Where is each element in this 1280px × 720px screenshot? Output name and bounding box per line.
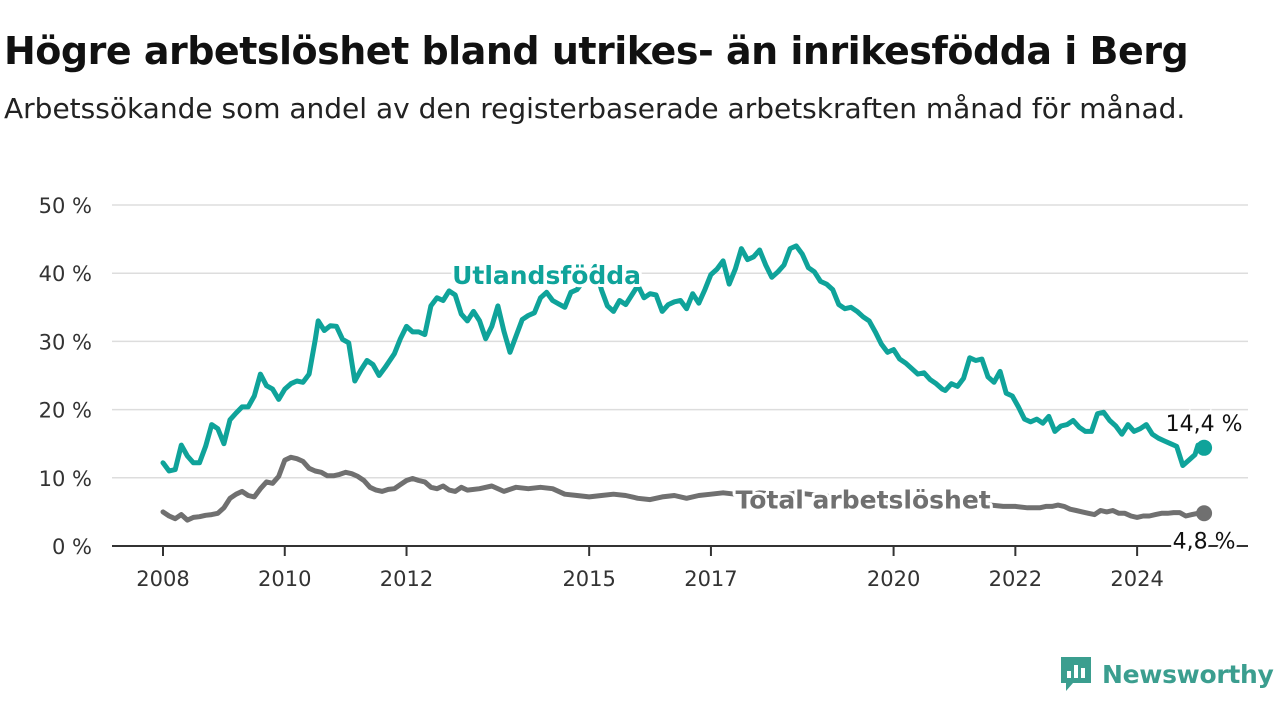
x-tick-label: 2015 xyxy=(562,567,615,591)
chart-subtitle: Arbetssökande som andel av den registerb… xyxy=(4,92,1186,125)
end-value-label-utlandsfodda: 14,4 % xyxy=(1166,412,1243,437)
newsworthy-brand: Newsworthy xyxy=(1058,654,1274,694)
end-value-label-total: 4,8 % xyxy=(1173,529,1236,554)
x-tick-label: 2008 xyxy=(136,567,189,591)
chart-title: Högre arbetslöshet bland utrikes- än inr… xyxy=(4,29,1189,73)
x-tick-label: 2020 xyxy=(867,567,920,591)
y-tick-label: 50 % xyxy=(39,194,92,218)
x-tick-label: 2022 xyxy=(989,567,1042,591)
brand-name: Newsworthy xyxy=(1102,659,1274,689)
x-tick-label: 2010 xyxy=(258,567,311,591)
y-tick-label: 20 % xyxy=(39,399,92,423)
series-labels: Utlandsfödda Total arbetslöshet 14,4 % 4,8 … xyxy=(449,258,1245,557)
end-point-utlandsfodda xyxy=(1196,439,1213,456)
x-tick-label: 2017 xyxy=(684,567,737,591)
grid-lines xyxy=(112,204,1248,479)
series-label-utlandsfodda: Utlandsfödda xyxy=(452,261,641,290)
y-axis: 0 % 10 % 20 % 30 % 40 % 50 % xyxy=(39,194,92,559)
y-tick-label: 0 % xyxy=(52,535,92,559)
x-tick-label: 2012 xyxy=(380,567,433,591)
series-line-total xyxy=(160,454,1207,523)
end-point-total xyxy=(1196,505,1213,522)
x-tick-label: 2024 xyxy=(1110,567,1163,591)
series-line-utlandsfodda xyxy=(160,243,1207,474)
newsworthy-logo-icon xyxy=(1061,657,1091,691)
y-tick-label: 40 % xyxy=(39,262,92,286)
y-tick-label: 10 % xyxy=(39,467,92,491)
y-tick-label: 30 % xyxy=(39,330,92,354)
series-label-total: Total arbetslöshet xyxy=(736,485,991,514)
series-lines xyxy=(160,243,1213,523)
x-axis: 2008 2010 2012 2015 2017 2020 2022 2024 xyxy=(112,545,1248,591)
